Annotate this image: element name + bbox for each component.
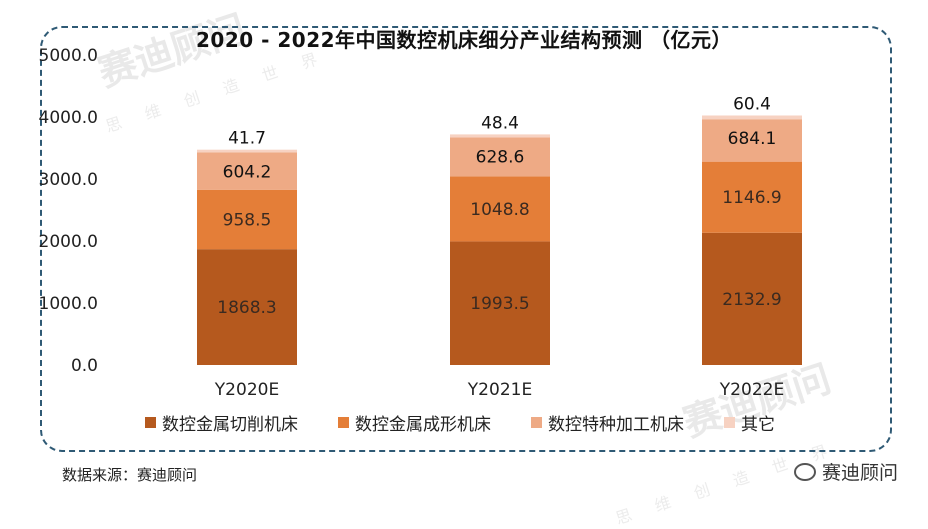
data-label: 2132.9: [722, 290, 781, 310]
y-tick-label: 5000.0: [39, 46, 98, 66]
y-tick-label: 2000.0: [39, 232, 98, 252]
data-label: 1146.9: [722, 188, 781, 208]
legend-label: 数控金属成形机床: [355, 415, 491, 435]
y-tick-label: 4000.0: [39, 108, 98, 128]
bar-segment: [450, 241, 550, 365]
data-label: 41.7: [228, 129, 266, 149]
data-label: 1993.5: [470, 294, 529, 314]
stacked-bar-chart: 0.0 1000.0 2000.0 3000.0 4000.0 5000.0 1868.3 9…: [39, 46, 802, 400]
bar-segment: [702, 115, 802, 120]
legend-swatch: [724, 417, 735, 428]
y-tick-label: 1000.0: [39, 294, 98, 314]
x-tick-label: Y2021E: [467, 380, 532, 400]
chart-legend: 数控金属切削机床 数控金属成形机床 数控特种加工机床 其它: [145, 410, 775, 435]
bar-segment: [702, 119, 802, 162]
x-tick-label: Y2022E: [719, 380, 784, 400]
bar-segment: [197, 249, 297, 365]
legend-swatch: [338, 417, 349, 428]
legend-label: 其它: [741, 415, 775, 435]
y-tick-label: 3000.0: [39, 170, 98, 190]
data-label: 684.1: [728, 129, 777, 149]
legend-item: 数控特种加工机床: [531, 410, 684, 435]
bar-segment: [197, 189, 297, 250]
legend-item: 数控金属成形机床: [338, 410, 491, 435]
data-label: 1868.3: [217, 298, 276, 318]
bar-segment: [702, 232, 802, 365]
data-label: 628.6: [476, 147, 525, 167]
legend-item: 数控金属切削机床: [145, 410, 298, 435]
bar-segment: [197, 149, 297, 153]
chart-frame: [40, 26, 892, 452]
bar-segment: [197, 152, 297, 190]
data-label: 604.2: [223, 162, 272, 182]
x-tick-label: Y2020E: [214, 380, 279, 400]
legend-swatch: [531, 417, 542, 428]
data-source: 数据来源：赛迪顾问: [62, 466, 198, 484]
data-label: 1048.8: [470, 200, 529, 220]
chart-title: 2020 - 2022年中国数控机床细分产业结构预测 （亿元）: [195, 28, 733, 52]
bar-segment: [450, 134, 550, 138]
y-tick-label: 0.0: [71, 356, 98, 376]
legend-label: 数控金属切削机床: [162, 415, 298, 435]
data-label: 48.4: [481, 113, 519, 133]
bar-segment: [702, 161, 802, 233]
legend-swatch: [145, 417, 156, 428]
bar-segment: [450, 176, 550, 242]
bar-segment: [450, 137, 550, 177]
wechat-icon: [793, 462, 816, 481]
data-label: 958.5: [223, 210, 272, 230]
data-label: 60.4: [733, 94, 771, 114]
brand: 赛迪顾问: [793, 458, 898, 485]
brand-name: 赛迪顾问: [821, 462, 898, 484]
legend-label: 数控特种加工机床: [548, 415, 684, 435]
legend-item: 其它: [724, 410, 775, 435]
